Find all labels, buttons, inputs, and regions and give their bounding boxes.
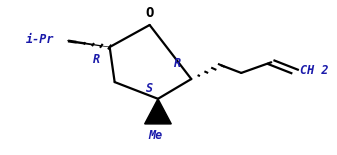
Text: O: O (146, 6, 154, 20)
Text: R: R (93, 53, 100, 66)
Text: CH 2: CH 2 (300, 64, 328, 77)
Text: i-Pr: i-Pr (26, 33, 54, 46)
Text: Me: Me (149, 129, 163, 142)
Polygon shape (145, 99, 171, 124)
Text: S: S (146, 82, 153, 95)
Text: R: R (174, 57, 182, 70)
